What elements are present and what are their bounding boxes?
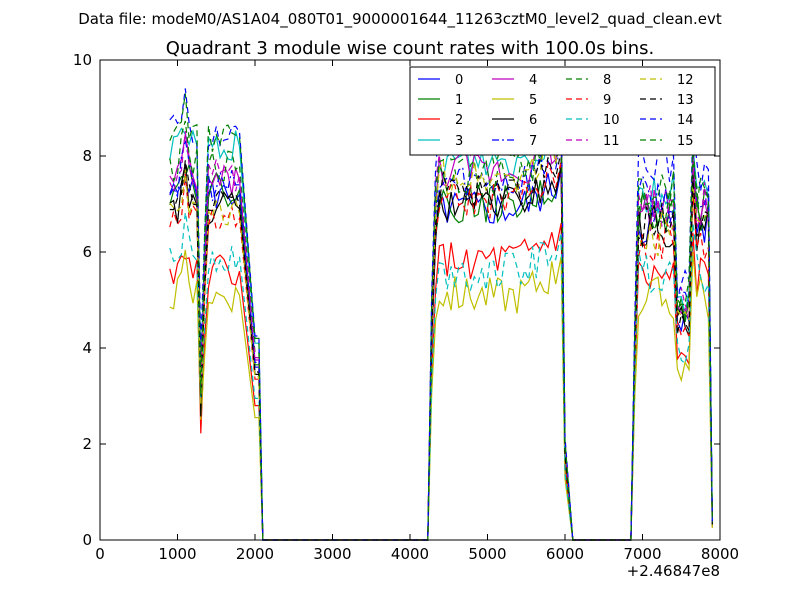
legend-label-4: 4 [529,73,537,88]
y-tick-label: 10 [73,51,92,69]
series-line-9 [169,160,713,541]
legend-label-0: 0 [455,73,463,88]
series-layer [169,88,713,541]
legend-label-11: 11 [603,134,620,149]
x-tick-label: 3000 [313,545,351,563]
chart-suptitle: Data file: modeM0/AS1A04_080T01_90000016… [78,10,722,29]
legend-label-5: 5 [529,93,537,108]
legend-label-10: 10 [603,113,620,128]
series-line-8 [169,120,713,541]
legend-label-13: 13 [677,93,694,108]
legend-label-15: 15 [677,134,694,149]
x-tick-label: 2000 [236,545,274,563]
x-tick-label: 4000 [391,545,429,563]
y-tick-label: 6 [82,243,92,261]
legend-label-12: 12 [677,73,694,88]
legend-label-6: 6 [529,113,537,128]
y-tick-label: 2 [82,435,92,453]
legend-label-8: 8 [603,73,611,88]
y-tick-label: 0 [82,531,92,549]
y-tick-label: 8 [82,147,92,165]
x-tick-label: 8000 [701,545,739,563]
legend-frame [409,66,716,156]
legend-label-7: 7 [529,134,537,149]
x-tick-label: 6000 [546,545,584,563]
legend-label-9: 9 [603,93,611,108]
legend-label-3: 3 [455,134,463,149]
series-line-4 [169,131,713,541]
legend-label-14: 14 [677,113,694,128]
x-tick-label: 1000 [158,545,196,563]
series-line-12 [169,136,713,541]
chart-title: Quadrant 3 module wise count rates with … [166,38,655,59]
series-line-5 [169,249,713,541]
y-tick-label: 4 [82,339,92,357]
series-line-13 [169,151,713,541]
x-tick-label: 0 [95,545,105,563]
legend-label-1: 1 [455,93,463,108]
series-line-3 [169,122,713,541]
x-axis: 0 1000 2000 3000 4000 5000 6000 7000 8000 [95,60,739,563]
x-tick-label: 5000 [468,545,506,563]
series-line-6 [169,163,713,541]
x-tick-label: 7000 [623,545,661,563]
series-line-2 [169,223,713,541]
x-offset-label: +2.46847e8 [627,562,720,580]
legend-label-2: 2 [455,113,463,128]
series-line-10 [169,212,713,541]
series-line-7 [169,139,713,541]
